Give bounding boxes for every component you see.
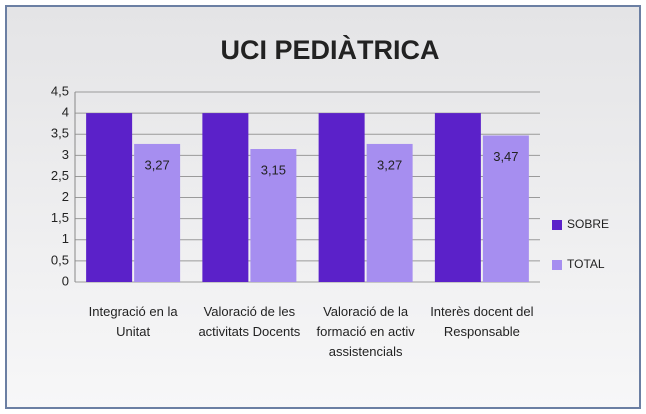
data-label: 3,27 [377, 157, 402, 172]
data-label: 3,15 [261, 162, 286, 177]
y-tick-label: 2 [62, 189, 69, 204]
bar [86, 113, 133, 282]
data-label: 3,47 [493, 149, 518, 164]
bar [202, 113, 249, 282]
y-tick-label: 0 [62, 273, 69, 288]
x-tick-label: Valoració de les activitats Docents [198, 304, 301, 339]
y-tick-label: 3 [62, 147, 69, 162]
bar [250, 149, 297, 282]
legend-label: TOTAL [567, 257, 605, 271]
y-tick-label: 1 [62, 231, 69, 246]
y-tick-label: 2,5 [51, 168, 69, 183]
x-tick-label: Valoració de la formació en activ assist… [316, 304, 415, 359]
x-tick-label: Integració en la Unitat [88, 304, 178, 339]
x-tick-label: Interès docent del Responsable [430, 304, 534, 339]
y-tick-label: 1,5 [51, 210, 69, 225]
bar [482, 135, 529, 282]
chart-title: UCI PEDIÀTRICA [220, 34, 439, 65]
bar [134, 143, 181, 282]
bar [366, 143, 413, 282]
y-tick-label: 4,5 [51, 83, 69, 98]
legend-swatch [552, 260, 562, 270]
y-tick-label: 3,5 [51, 126, 69, 141]
y-tick-label: 4 [62, 105, 69, 120]
bar [434, 113, 481, 282]
legend-swatch [552, 220, 562, 230]
bar [318, 113, 365, 282]
legend-label: SOBRE [567, 217, 609, 231]
data-label: 3,27 [144, 157, 169, 172]
y-tick-label: 0,5 [51, 252, 69, 267]
